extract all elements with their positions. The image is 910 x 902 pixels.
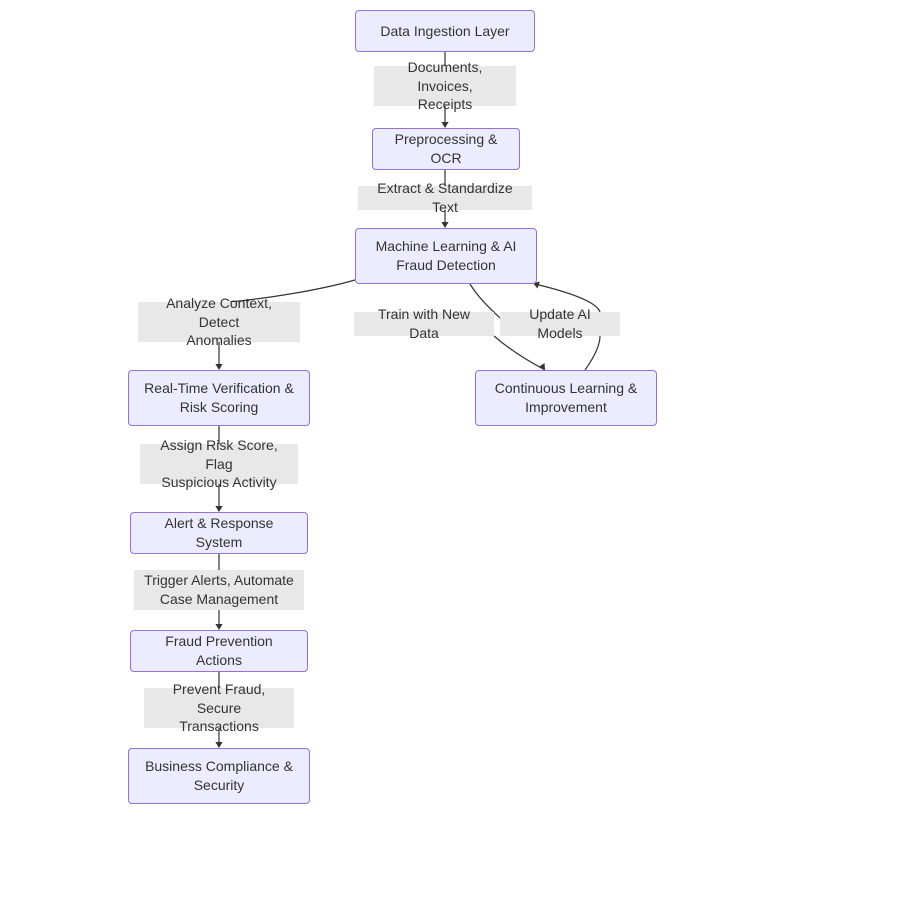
node-n6: Alert & Response System [130, 512, 308, 554]
edge-label-text: Update AI Models [508, 305, 612, 343]
edge-label-e2: Extract & Standardize Text [358, 186, 532, 210]
edge-label-text: Prevent Fraud, Secure Transactions [152, 680, 286, 737]
edge-label-e6: Assign Risk Score, Flag Suspicious Activ… [140, 444, 298, 484]
edge-arrow-e4 [539, 363, 545, 370]
edge-label-e4: Train with New Data [354, 312, 494, 336]
node-label: Real-Time Verification & Risk Scoring [144, 379, 294, 417]
edge-label-text: Analyze Context, Detect Anomalies [146, 294, 292, 351]
node-n8: Business Compliance & Security [128, 748, 310, 804]
edge-label-text: Trigger Alerts, Automate Case Management [144, 571, 294, 609]
node-n4: Real-Time Verification & Risk Scoring [128, 370, 310, 426]
node-n2: Preprocessing & OCR [372, 128, 520, 170]
edge-label-text: Assign Risk Score, Flag Suspicious Activ… [148, 436, 290, 493]
node-n1: Data Ingestion Layer [355, 10, 535, 52]
flowchart-canvas: Data Ingestion Layer Preprocessing & OCR M… [0, 0, 910, 902]
node-label: Alert & Response System [141, 514, 297, 552]
edge-label-text: Extract & Standardize Text [366, 179, 524, 217]
edge-label-text: Documents, Invoices, Receipts [382, 58, 508, 115]
node-label: Machine Learning & AI Fraud Detection [376, 237, 517, 275]
edge-label-e7: Trigger Alerts, Automate Case Management [134, 570, 304, 610]
node-label: Preprocessing & OCR [383, 130, 509, 168]
node-n5: Continuous Learning & Improvement [475, 370, 657, 426]
edge-label-e3: Analyze Context, Detect Anomalies [138, 302, 300, 342]
edge-label-e5: Update AI Models [500, 312, 620, 336]
node-label: Business Compliance & Security [145, 757, 293, 795]
edge-label-e8: Prevent Fraud, Secure Transactions [144, 688, 294, 728]
node-n7: Fraud Prevention Actions [130, 630, 308, 672]
node-label: Data Ingestion Layer [380, 22, 509, 41]
edge-label-text: Train with New Data [362, 305, 486, 343]
node-n3: Machine Learning & AI Fraud Detection [355, 228, 537, 284]
node-label: Fraud Prevention Actions [141, 632, 297, 670]
edge-label-e1: Documents, Invoices, Receipts [374, 66, 516, 106]
node-label: Continuous Learning & Improvement [495, 379, 637, 417]
